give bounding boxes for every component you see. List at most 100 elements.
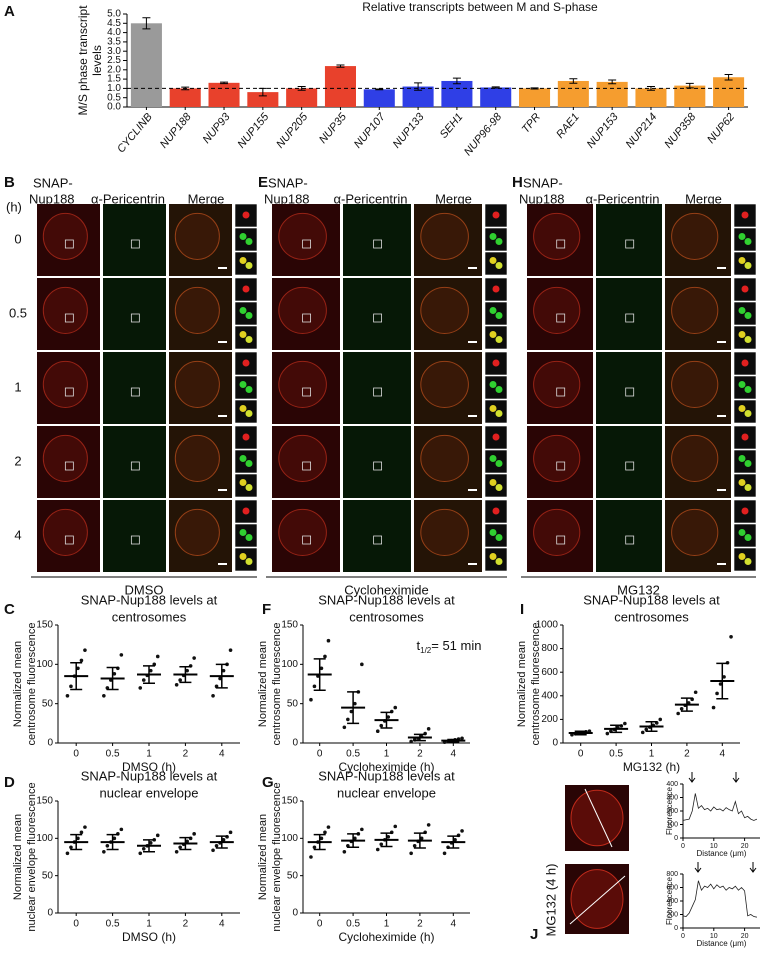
data-point [453, 838, 457, 842]
x-tick-label: NUP96-98 [462, 110, 505, 158]
data-point [379, 723, 384, 728]
inset-spot [489, 233, 497, 240]
cell-outline [278, 286, 327, 334]
y-axis-label: Normalized mean [12, 641, 24, 727]
roi-box [130, 387, 140, 397]
data-point [349, 709, 354, 714]
inset-spot [741, 507, 749, 515]
chart-title: SNAP-Nup188 levels at [318, 592, 455, 607]
sd-bar [610, 724, 623, 734]
column-header: Merge [435, 191, 472, 206]
inset-spot [239, 331, 247, 338]
inset-spot [741, 433, 749, 441]
x-tick-label: 4 [219, 749, 225, 760]
inset-spot [738, 455, 746, 462]
x-axis-label: Distance (μm) [697, 939, 747, 948]
inset-spot [489, 529, 497, 536]
data-point [693, 690, 698, 695]
sd-bar [70, 662, 83, 691]
annotation-text: = 51 min [431, 638, 481, 653]
y-tick-label: 150 [281, 796, 298, 807]
annotation: t1/2= 51 min [417, 638, 482, 655]
arrow [688, 772, 696, 783]
inset-spot [741, 285, 749, 293]
data-point [353, 701, 357, 706]
y-tick-label: 100 [281, 659, 298, 670]
inset-spot [242, 359, 250, 367]
roi-box [130, 239, 140, 249]
sd-bar [380, 711, 393, 729]
x-tick-label: NUP205 [274, 110, 310, 150]
error-bar [685, 82, 694, 89]
inset [484, 473, 508, 498]
error-bar [724, 73, 733, 81]
roi-box [373, 313, 383, 323]
inset [234, 449, 258, 474]
data-point [83, 648, 87, 652]
data-point [342, 725, 347, 730]
roi-box [625, 239, 635, 249]
error-bar [414, 82, 423, 91]
y-tick-label: 50 [42, 870, 54, 881]
panel-letter: I [520, 601, 524, 618]
inset-spot [245, 534, 253, 541]
cell-outline [174, 360, 220, 408]
time-label: 1 [14, 379, 21, 394]
y-tick-label: 4.0 [107, 27, 121, 38]
cell-outline [420, 508, 469, 556]
data-point [79, 830, 84, 835]
data-point [323, 830, 327, 835]
y-axis-label: Normalized mean [516, 641, 528, 727]
chart-title: centrosomes [614, 609, 689, 624]
roi-box [556, 387, 566, 397]
inset [234, 251, 258, 276]
panel-letter: D [4, 774, 15, 791]
x-tick-label: 2 [183, 919, 189, 930]
data-point [148, 668, 153, 673]
data-point [228, 830, 233, 835]
data-point [605, 731, 610, 736]
time-label: 4 [14, 527, 21, 542]
x-tick-label: 0 [578, 749, 584, 760]
x-tick-label: RAE1 [554, 111, 582, 141]
cell-outline [420, 212, 469, 260]
inset-spot [744, 262, 752, 269]
x-tick-label: 0 [73, 749, 79, 760]
roi-box [130, 535, 140, 545]
inset-spot [245, 460, 253, 467]
data-point [76, 836, 80, 841]
cell-outline [42, 286, 88, 334]
column-header: SNAP- [33, 175, 73, 190]
data-point [718, 682, 723, 686]
cell-outline [278, 212, 327, 260]
roi-box [373, 535, 383, 545]
data-point [312, 845, 317, 850]
inset [234, 547, 258, 572]
y-tick-label: 0 [674, 835, 678, 842]
inset-spot [741, 211, 749, 219]
sd-bar [143, 839, 155, 853]
data-point [309, 855, 313, 859]
y-axis-label: Normalized mean [257, 641, 269, 727]
x-tick-label: 1 [649, 749, 655, 760]
y-axis-label: levels [90, 45, 104, 76]
sd-bar [574, 730, 587, 736]
data-point [409, 851, 413, 856]
cell-outline [570, 869, 624, 929]
y-tick-label: 100 [36, 833, 53, 844]
inset-spot [245, 312, 253, 319]
x-axis-label: Distance (μm) [697, 849, 747, 858]
data-point [426, 823, 431, 827]
y-tick-label: 150 [36, 620, 53, 631]
y-tick-label: 0 [292, 738, 298, 749]
x-tick-label: 2 [417, 749, 423, 760]
cell-outline [42, 360, 88, 408]
inset-spot [495, 262, 503, 269]
x-tick-label: NUP107 [352, 110, 388, 150]
cell-outline [533, 360, 581, 408]
bar [363, 89, 395, 107]
x-tick-label: 10 [710, 933, 718, 940]
inset-spot [245, 484, 253, 491]
data-point [375, 847, 380, 852]
